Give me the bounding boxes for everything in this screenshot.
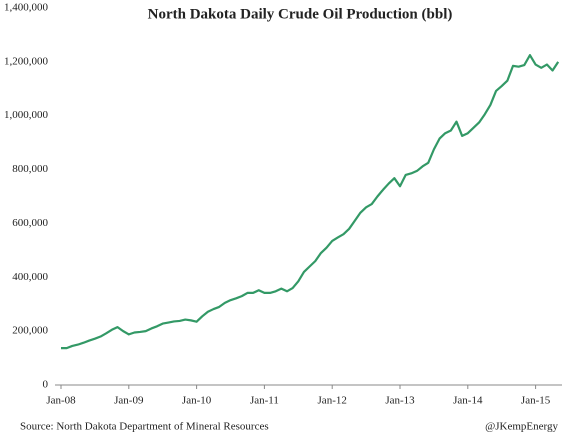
- x-tick-label: Jan-10: [182, 395, 212, 407]
- y-tick-label: 1,000,000: [4, 109, 49, 121]
- y-tick-label: 800,000: [12, 163, 48, 175]
- x-tick-label: Jan-11: [250, 395, 279, 407]
- x-tick-label: Jan-15: [521, 395, 551, 407]
- y-tick-label: 1,200,000: [4, 55, 49, 67]
- x-tick-label: Jan-13: [385, 395, 415, 407]
- credit: @JKempEnergy: [485, 421, 558, 433]
- y-tick-label: 400,000: [12, 271, 48, 283]
- data-line: [61, 54, 560, 350]
- source: Source: North Dakota Department of Miner…: [20, 421, 269, 433]
- chart-title: North Dakota Daily Crude Oil Production …: [148, 6, 453, 22]
- y-tick-label: 600,000: [12, 217, 48, 229]
- x-tick-label: Jan-09: [114, 395, 144, 407]
- y-tick-label: 1,400,000: [4, 2, 49, 14]
- x-tick-label: Jan-08: [46, 395, 76, 407]
- x-tick-label: Jan-14: [453, 395, 483, 407]
- y-tick-label: 200,000: [12, 325, 48, 337]
- x-tick-label: Jan-12: [318, 395, 347, 407]
- y-tick-label: 0: [43, 379, 49, 391]
